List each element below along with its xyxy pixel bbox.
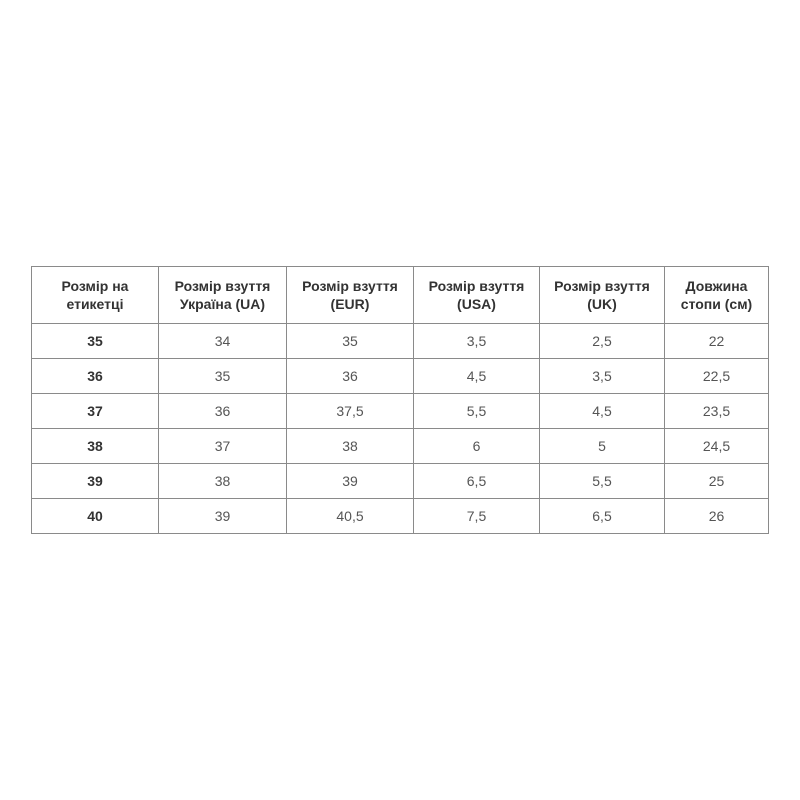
table-row: 40 39 40,5 7,5 6,5 26 [31,498,769,534]
table-cell: 34 [158,323,287,359]
table-cell: 5 [539,428,665,464]
table-cell: 5,5 [539,463,665,499]
table-cell: 40,5 [286,498,414,534]
table-cell: 3,5 [413,323,540,359]
column-header: Розмір взуття (USA) [413,266,540,324]
table-cell: 36 [286,358,414,394]
table-cell: 26 [664,498,769,534]
table-cell: 6,5 [413,463,540,499]
table-cell: 35 [158,358,287,394]
table-cell: 38 [158,463,287,499]
column-header: Розмір взуття (UK) [539,266,665,324]
table-cell: 4,5 [539,393,665,429]
table-row: 36 35 36 4,5 3,5 22,5 [31,358,769,394]
table-cell: 7,5 [413,498,540,534]
table-cell: 6,5 [539,498,665,534]
table-cell: 39 [286,463,414,499]
table-cell: 36 [31,358,159,394]
table-row: 37 36 37,5 5,5 4,5 23,5 [31,393,769,429]
table-cell: 4,5 [413,358,540,394]
table-cell: 5,5 [413,393,540,429]
table-cell: 22 [664,323,769,359]
size-chart-table: Розмір на етикетці Розмір взуття Україна … [31,266,769,534]
table-cell: 38 [286,428,414,464]
table-cell: 37 [158,428,287,464]
table-cell: 23,5 [664,393,769,429]
column-header: Розмір взуття Україна (UA) [158,266,287,324]
table-cell: 39 [158,498,287,534]
table-row: 38 37 38 6 5 24,5 [31,428,769,464]
table-cell: 35 [31,323,159,359]
table-cell: 40 [31,498,159,534]
header-row: Розмір на етикетці Розмір взуття Україна … [31,266,769,324]
column-header: Розмір на етикетці [31,266,159,324]
table-row: 35 34 35 3,5 2,5 22 [31,323,769,359]
table-cell: 36 [158,393,287,429]
table-cell: 25 [664,463,769,499]
table-cell: 37,5 [286,393,414,429]
table-cell: 3,5 [539,358,665,394]
table-cell: 24,5 [664,428,769,464]
column-header: Довжина стопи (см) [664,266,769,324]
table-row: 39 38 39 6,5 5,5 25 [31,463,769,499]
table-cell: 35 [286,323,414,359]
table-cell: 37 [31,393,159,429]
table-cell: 22,5 [664,358,769,394]
table-cell: 38 [31,428,159,464]
column-header: Розмір взуття (EUR) [286,266,414,324]
table-cell: 6 [413,428,540,464]
table-cell: 39 [31,463,159,499]
table-cell: 2,5 [539,323,665,359]
